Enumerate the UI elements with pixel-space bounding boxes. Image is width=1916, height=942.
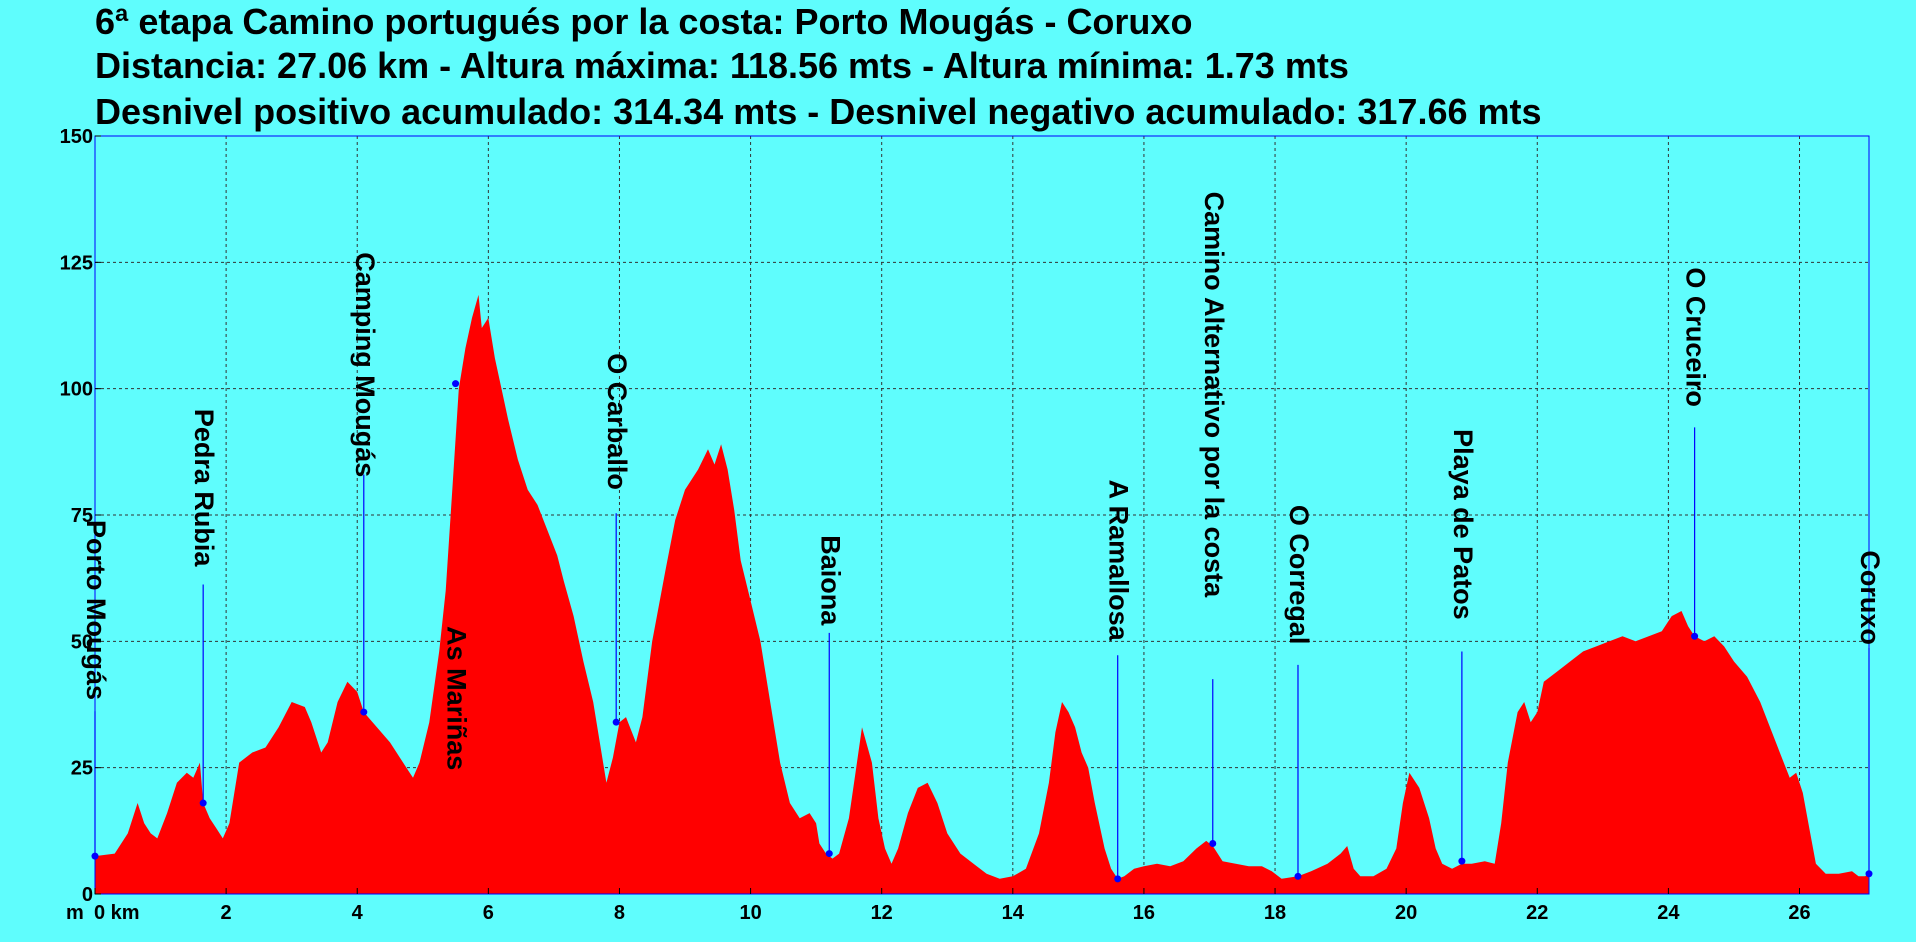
chart-subtitle-elevation-gain: Desnivel positivo acumulado: 314.34 mts …: [95, 91, 1542, 132]
waypoint-marker: [1209, 839, 1217, 847]
x-tick-label: 18: [1264, 902, 1286, 924]
y-tick-label: 150: [60, 126, 93, 148]
waypoint-label: Coruxo: [1855, 550, 1885, 645]
waypoint-marker: [360, 708, 368, 716]
x-axis-ticks: 2 4 6 8 10 12 14 16 18 20 22 24 26: [94, 888, 1811, 924]
waypoint-label: O Cruceiro: [1681, 267, 1711, 407]
waypoint-marker: [91, 852, 99, 860]
waypoint-label: As Mariñas: [442, 626, 472, 770]
waypoint-label: O Carballo: [602, 353, 632, 490]
waypoint-label: Baiona: [815, 535, 845, 626]
waypoint-label: A Ramallosa: [1104, 480, 1134, 642]
waypoint-label: Camping Mougás: [350, 252, 380, 477]
x-tick-label: 22: [1526, 902, 1548, 924]
waypoint-label: Playa de Patos: [1448, 429, 1478, 620]
y-unit-label: m: [66, 902, 84, 924]
waypoint-marker: [452, 380, 460, 388]
waypoint-marker: [825, 850, 833, 858]
x-tick-label: 14: [1002, 902, 1025, 924]
chart-subtitle-distance: Distancia: 27.06 km - Altura máxima: 118…: [95, 45, 1349, 86]
waypoint-markers: [91, 380, 1873, 883]
x-unit-label: 0 km: [94, 902, 140, 924]
y-tick-label: 50: [71, 631, 93, 653]
y-tick-label: 100: [60, 379, 93, 401]
y-tick-label: 25: [71, 758, 93, 780]
chart-title: 6ª etapa Camino portugués por la costa: …: [95, 1, 1193, 42]
x-tick-label: 26: [1788, 902, 1810, 924]
x-tick-label: 6: [483, 902, 494, 924]
waypoint-marker: [199, 799, 207, 807]
y-tick-label: 0: [82, 884, 93, 906]
x-tick-label: 2: [221, 902, 232, 924]
x-tick-label: 12: [871, 902, 893, 924]
waypoint-label: Pedra Rubia: [189, 409, 219, 568]
waypoint-marker: [1458, 857, 1466, 865]
waypoint-labels: Porto Mougás Pedra Rubia Camping Mougás As …: [81, 192, 1885, 771]
x-tick-label: 10: [739, 902, 761, 924]
y-tick-label: 125: [60, 252, 93, 274]
x-tick-label: 4: [352, 902, 364, 924]
x-tick-label: 16: [1133, 902, 1155, 924]
elevation-area: [95, 294, 1869, 894]
x-tick-label: 24: [1657, 902, 1680, 924]
waypoint-marker: [1114, 875, 1122, 883]
waypoint-marker: [1691, 632, 1699, 640]
waypoint-label: Camino Alternativo por la costa: [1199, 192, 1229, 599]
waypoint-marker: [1865, 870, 1873, 878]
x-tick-label: 8: [614, 902, 625, 924]
waypoint-label: O Corregal: [1284, 505, 1314, 645]
waypoint-marker: [612, 718, 620, 726]
y-axis-ticks: 0 25 50 75 100 125 150: [60, 126, 101, 906]
waypoint-label: Porto Mougás: [81, 520, 111, 700]
y-tick-label: 75: [71, 505, 93, 527]
waypoint-marker: [1294, 872, 1302, 880]
x-tick-label: 20: [1395, 902, 1417, 924]
